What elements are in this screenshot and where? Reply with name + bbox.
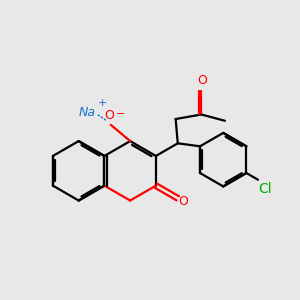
Text: Cl: Cl (259, 182, 272, 196)
Text: +: + (98, 98, 107, 108)
Text: O: O (197, 74, 207, 87)
Text: Na: Na (79, 106, 96, 118)
Text: O: O (178, 195, 188, 208)
Text: −: − (116, 110, 125, 119)
Text: O: O (104, 110, 114, 122)
